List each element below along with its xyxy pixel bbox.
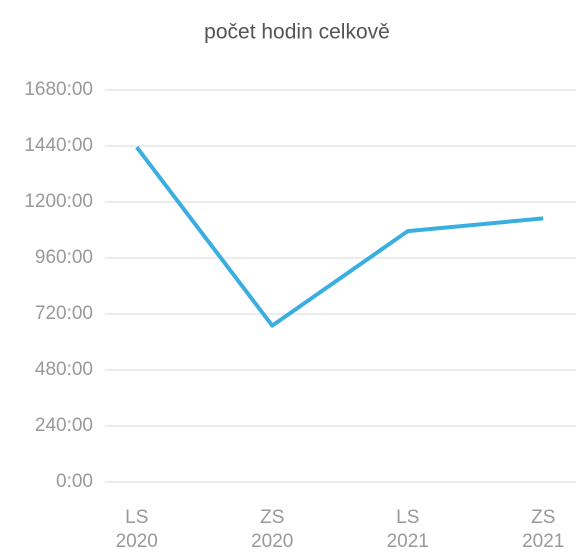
y-tick-label: 480:00 <box>35 359 93 380</box>
x-tick-label: LS 2021 <box>386 507 429 552</box>
y-tick-label: 1440:00 <box>24 135 93 156</box>
x-tick-label: ZS 2021 <box>522 507 565 552</box>
y-tick-label: 0:00 <box>56 471 93 492</box>
chart-title: počet hodin celkově <box>204 21 390 44</box>
x-tick-label: LS 2020 <box>115 507 158 552</box>
y-tick-label: 960:00 <box>35 247 93 268</box>
data-line <box>135 145 544 328</box>
y-tick-label: 720:00 <box>35 303 93 324</box>
x-tick-label: ZS 2020 <box>251 507 294 552</box>
y-tick-label: 240:00 <box>35 415 93 436</box>
y-tick-label: 1200:00 <box>24 191 93 212</box>
y-tick-label: 1680:00 <box>24 79 93 100</box>
